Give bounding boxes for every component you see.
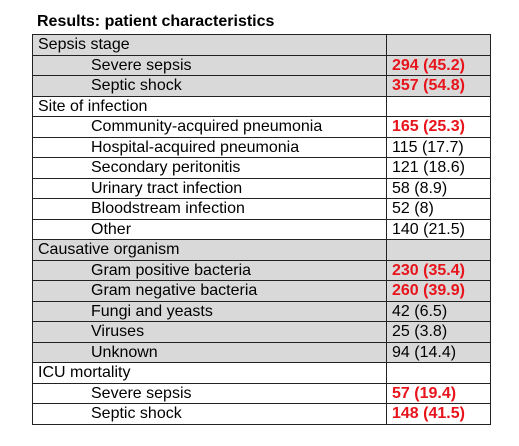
section-header-row: Causative organism [32,239,491,261]
table-row: Fungi and yeasts 42 (6.5) [32,300,491,322]
table-row: Septic shock 148 (41.5) [32,403,491,425]
table-row: Urinary tract infection 58 (8.9) [32,177,491,199]
section-value-cell [386,362,491,384]
row-value: 148 (41.5) [386,403,491,425]
row-label: Septic shock [32,403,387,425]
row-value: 121 (18.6) [386,157,491,179]
section-header-row: Sepsis stage [32,34,491,56]
row-value: 140 (21.5) [386,218,491,240]
section-label: Causative organism [32,239,387,261]
section-header-row: ICU mortality [32,362,491,384]
table-row: Bloodstream infection 52 (8) [32,198,491,220]
row-label: Community-acquired pneumonia [32,116,387,138]
row-value: 294 (45.2) [386,54,491,76]
row-label: Gram positive bacteria [32,259,387,281]
row-label: Secondary peritonitis [32,157,387,179]
table-row: Gram negative bacteria 260 (39.9) [32,280,491,302]
row-label: Urinary tract infection [32,177,387,199]
row-value: 57 (19.4) [386,382,491,404]
row-label: Severe sepsis [32,54,387,76]
row-value: 94 (14.4) [386,341,491,363]
row-label: Unknown [32,341,387,363]
row-label: Septic shock [32,75,387,97]
row-label: Severe sepsis [32,382,387,404]
row-value: 52 (8) [386,198,491,220]
row-label: Viruses [32,321,387,343]
row-value: 260 (39.9) [386,280,491,302]
row-value: 115 (17.7) [386,136,491,158]
table-row: Other 140 (21.5) [32,218,491,240]
table-body: Sepsis stage Severe sepsis 294 (45.2) Se… [32,34,491,425]
table-row: Severe sepsis 57 (19.4) [32,382,491,404]
row-label: Gram negative bacteria [32,280,387,302]
row-value: 42 (6.5) [386,300,491,322]
row-label: Fungi and yeasts [32,300,387,322]
row-value: 230 (35.4) [386,259,491,281]
section-label: ICU mortality [32,362,387,384]
row-value: 165 (25.3) [386,116,491,138]
patient-characteristics-table: Sepsis stage Severe sepsis 294 (45.2) Se… [32,34,491,425]
table-row: Community-acquired pneumonia 165 (25.3) [32,116,491,138]
table-row: Secondary peritonitis 121 (18.6) [32,157,491,179]
table-row: Gram positive bacteria 230 (35.4) [32,259,491,281]
row-label: Bloodstream infection [32,198,387,220]
section-header-row: Site of infection [32,95,491,117]
section-label: Sepsis stage [32,34,387,56]
section-label: Site of infection [32,95,387,117]
row-label: Other [32,218,387,240]
row-value: 25 (3.8) [386,321,491,343]
section-value-cell [386,95,491,117]
section-value-cell [386,34,491,56]
row-value: 58 (8.9) [386,177,491,199]
row-label: Hospital-acquired pneumonia [32,136,387,158]
section-value-cell [386,239,491,261]
table-title: Results: patient characteristics [37,13,275,30]
table-row: Severe sepsis 294 (45.2) [32,54,491,76]
table-row: Hospital-acquired pneumonia 115 (17.7) [32,136,491,158]
table-row: Viruses 25 (3.8) [32,321,491,343]
table-row: Unknown 94 (14.4) [32,341,491,363]
row-value: 357 (54.8) [386,75,491,97]
table-row: Septic shock 357 (54.8) [32,75,491,97]
